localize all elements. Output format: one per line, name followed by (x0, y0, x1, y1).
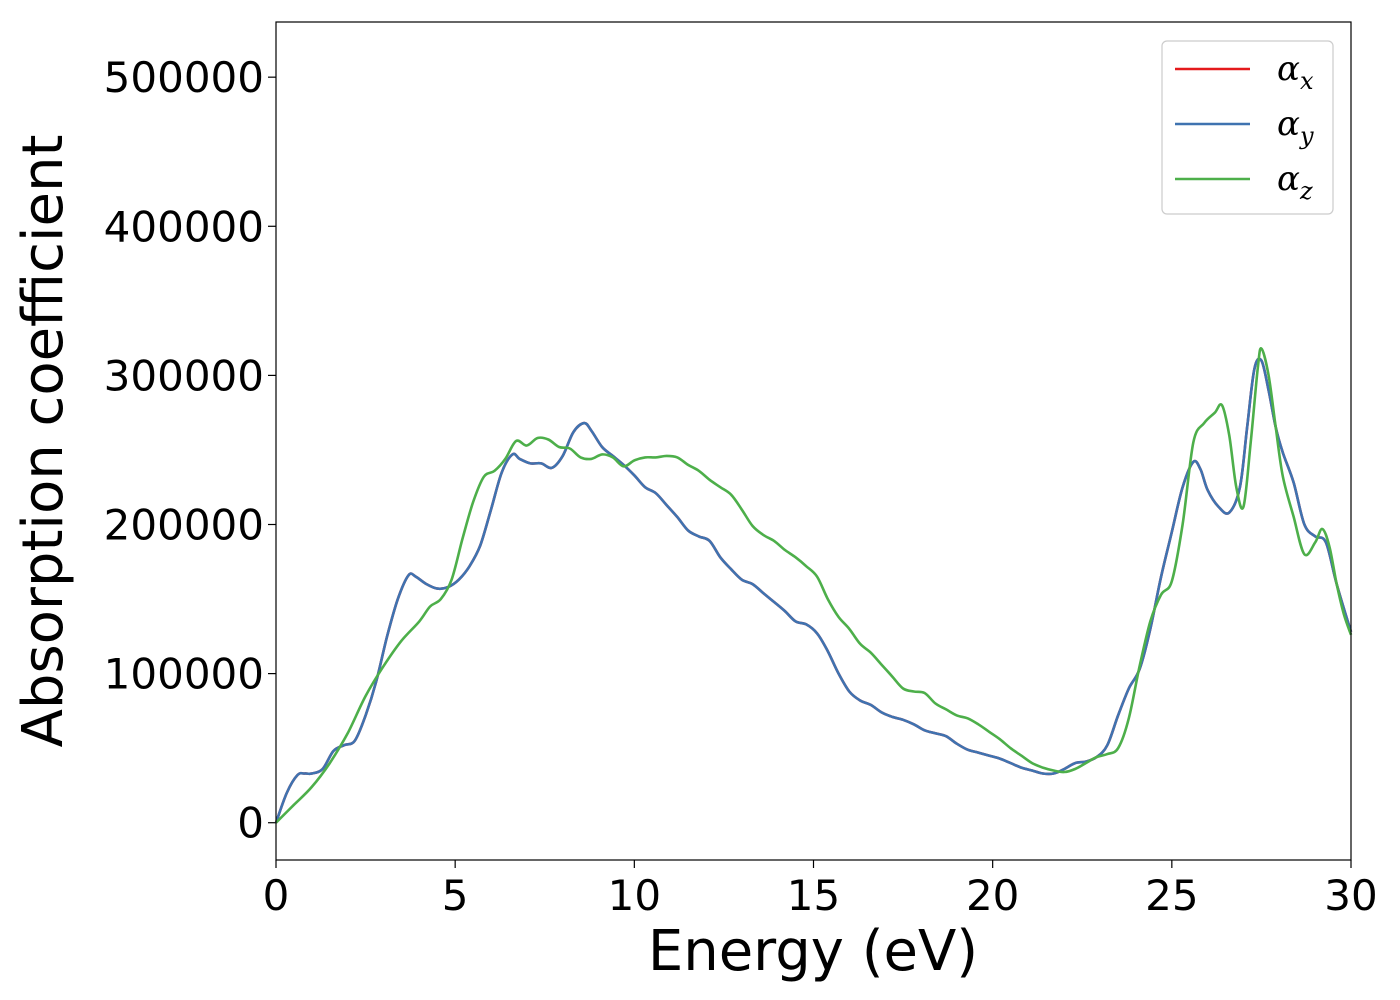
x-axis-label: Energy (eV) (648, 919, 978, 984)
legend-label-alpha-y: αy (1277, 104, 1314, 150)
y-tick-label: 0 (237, 799, 264, 848)
legend-subscript: x (1300, 67, 1314, 95)
legend-symbol: α (1277, 104, 1300, 144)
legend-symbol: α (1277, 49, 1300, 89)
series-line-alpha-z (275, 347, 1353, 824)
x-tick-label: 10 (608, 871, 661, 920)
y-axis-label: Absorption coefficient (11, 135, 76, 748)
x-tick-label: 30 (1324, 871, 1377, 920)
legend-subscript: y (1299, 122, 1314, 150)
series-line-alpha-x (274, 357, 1353, 824)
y-axis-ticks: 0 100000 200000 300000 400000 500000 (104, 53, 276, 848)
legend-symbol: α (1277, 159, 1300, 199)
x-tick-label: 15 (787, 871, 840, 920)
x-axis-ticks: 0 5 10 15 20 25 30 (263, 860, 1378, 920)
y-tick-label: 300000 (104, 351, 264, 400)
legend-subscript: z (1299, 177, 1313, 205)
y-tick-label: 500000 (104, 53, 264, 102)
legend-label-alpha-z: αz (1277, 159, 1313, 205)
legend-box (1161, 40, 1334, 215)
y-tick-label: 200000 (104, 501, 264, 550)
x-tick-label: 20 (966, 871, 1019, 920)
series-lines (274, 347, 1353, 824)
series-line-alpha-y (274, 357, 1353, 824)
plot-frame (275, 21, 1352, 861)
x-tick-label: 25 (1145, 871, 1198, 920)
x-tick-label: 0 (263, 871, 290, 920)
legend-label-alpha-x: αx (1277, 49, 1314, 95)
y-tick-label: 400000 (104, 202, 264, 251)
x-tick-label: 5 (442, 871, 469, 920)
y-tick-label: 100000 (104, 650, 264, 699)
